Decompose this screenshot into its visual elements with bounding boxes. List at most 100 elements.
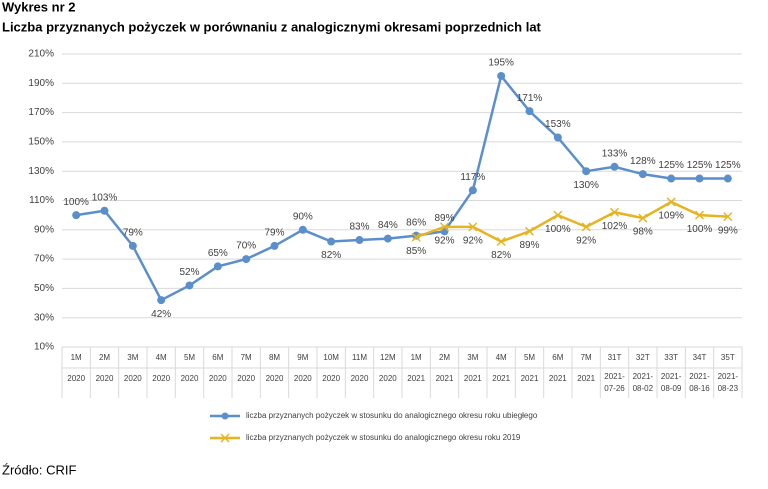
x-tick-label: 5M <box>184 353 195 362</box>
marker <box>667 174 676 183</box>
marker <box>128 241 137 250</box>
x-group-label: 2021 <box>549 374 567 383</box>
data-label: 83% <box>349 222 369 233</box>
data-label: 89% <box>519 240 539 251</box>
marker <box>411 232 421 242</box>
y-tick-label: 150% <box>28 137 54 148</box>
data-label: 89% <box>434 213 454 224</box>
x-tick-label: 6M <box>212 353 223 362</box>
marker <box>72 211 81 220</box>
x-tick-label: 35T <box>721 353 735 362</box>
source: Źródło: CRIF <box>2 462 76 477</box>
x-tick-label: 33T <box>664 353 678 362</box>
x-tick-label: 3M <box>127 353 138 362</box>
data-label: 92% <box>576 236 596 247</box>
data-label: 86% <box>406 217 426 228</box>
marker <box>609 207 620 217</box>
x-group-label: 2020 <box>124 374 142 383</box>
data-label: 125% <box>658 160 684 171</box>
x-tick-label: 5M <box>524 353 535 362</box>
data-label: 153% <box>545 119 571 130</box>
x-group-label: 08-16 <box>689 384 710 393</box>
data-label: 42% <box>151 309 171 320</box>
marker <box>242 255 251 264</box>
y-tick-label: 170% <box>28 107 54 118</box>
marker <box>525 107 534 116</box>
x-tick-label: 4M <box>156 353 167 362</box>
marker <box>298 225 307 234</box>
marker <box>723 174 732 183</box>
marker <box>100 206 109 215</box>
marker <box>157 296 166 305</box>
data-label: 102% <box>602 221 628 232</box>
x-tick-label: 31T <box>608 353 622 362</box>
x-group-label: 2021- <box>661 372 682 381</box>
x-group-label: 2021- <box>718 372 739 381</box>
marker <box>439 222 450 232</box>
data-label: 125% <box>687 160 713 171</box>
x-group-label: 2020 <box>379 374 397 383</box>
data-label: 103% <box>92 192 118 203</box>
data-label: 82% <box>321 250 341 261</box>
data-label: 85% <box>406 246 426 257</box>
x-group-label: 2021 <box>407 374 425 383</box>
legend-label: liczba przyznanych pożyczek w stosunku d… <box>246 411 538 420</box>
marker <box>553 210 563 220</box>
x-group-label: 2020 <box>266 374 284 383</box>
marker <box>468 186 477 195</box>
x-group-label: 2020 <box>351 374 369 383</box>
data-label: 100% <box>687 224 713 235</box>
data-label: 100% <box>545 224 571 235</box>
y-tick-label: 70% <box>34 254 54 265</box>
marker <box>695 174 704 183</box>
x-tick-label: 6M <box>552 353 563 362</box>
x-tick-label: 12M <box>380 353 396 362</box>
y-tick-label: 210% <box>28 49 54 60</box>
marker <box>355 236 364 245</box>
data-label: 109% <box>658 211 684 222</box>
x-group-label: 2021- <box>633 372 654 381</box>
data-label: 79% <box>264 228 284 239</box>
x-group-label: 2020 <box>294 374 312 383</box>
x-group-label: 2020 <box>96 374 114 383</box>
data-label: 52% <box>179 267 199 278</box>
legend-marker <box>221 412 229 420</box>
marker <box>383 234 392 243</box>
series-line <box>75 73 728 302</box>
data-label: 92% <box>463 236 483 247</box>
x-group-label: 2020 <box>181 374 199 383</box>
data-label: 92% <box>434 236 454 247</box>
x-group-label: 2021 <box>436 374 454 383</box>
data-label: 98% <box>633 227 653 238</box>
y-tick-label: 130% <box>28 166 54 177</box>
x-tick-label: 3M <box>467 353 478 362</box>
x-group-label: 08-09 <box>661 384 682 393</box>
x-tick-label: 1M <box>71 353 82 362</box>
marker <box>610 162 619 171</box>
marker <box>270 241 279 250</box>
data-label: 70% <box>236 241 256 252</box>
x-tick-label: 10M <box>323 353 339 362</box>
data-label: 171% <box>517 93 543 104</box>
marker <box>723 212 733 222</box>
data-label: 65% <box>208 248 228 259</box>
x-group-label: 2020 <box>67 374 85 383</box>
chart-supertitle: Wykres nr 2 <box>2 0 75 14</box>
marker <box>524 226 535 236</box>
data-label: 128% <box>630 156 656 167</box>
marker <box>638 170 647 179</box>
x-group-label: 08-02 <box>633 384 654 393</box>
x-group-label: 2021- <box>689 372 710 381</box>
x-tick-label: 8M <box>269 353 280 362</box>
data-label: 125% <box>715 160 741 171</box>
marker <box>496 236 506 247</box>
y-tick-label: 110% <box>29 195 54 206</box>
marker <box>582 167 591 176</box>
data-label: 84% <box>378 220 398 231</box>
y-tick-label: 190% <box>28 78 54 89</box>
x-tick-label: 34T <box>693 353 707 362</box>
x-group-label: 2021- <box>604 372 625 381</box>
x-group-label: 2020 <box>237 374 255 383</box>
series-line <box>415 200 728 243</box>
